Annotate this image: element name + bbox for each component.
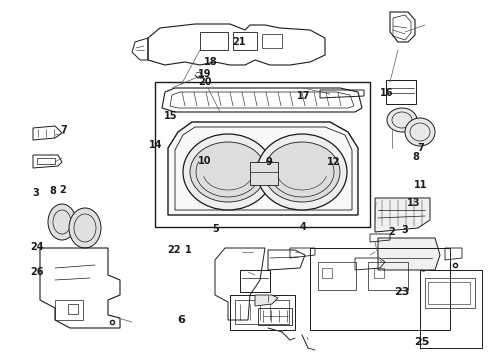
Polygon shape — [255, 295, 278, 306]
Bar — [200, 32, 228, 50]
Bar — [37, 158, 55, 164]
Text: 2: 2 — [389, 227, 395, 237]
Text: 17: 17 — [297, 91, 311, 102]
Text: 26: 26 — [30, 267, 44, 277]
Text: 21: 21 — [232, 37, 246, 48]
Text: 8: 8 — [412, 152, 419, 162]
Bar — [386, 80, 416, 104]
Bar — [318, 262, 356, 290]
Text: 19: 19 — [198, 69, 212, 79]
Bar — [68, 304, 78, 314]
Bar — [235, 300, 289, 324]
Bar — [240, 270, 270, 292]
Bar — [428, 282, 470, 304]
Text: 3: 3 — [32, 188, 39, 198]
Ellipse shape — [69, 208, 101, 248]
Text: 23: 23 — [394, 287, 410, 297]
Text: 1: 1 — [185, 245, 192, 255]
Ellipse shape — [264, 142, 340, 202]
Bar — [374, 268, 384, 278]
Text: 5: 5 — [212, 224, 219, 234]
Ellipse shape — [183, 134, 273, 210]
Text: 14: 14 — [149, 140, 163, 150]
Ellipse shape — [48, 204, 76, 240]
Text: 7: 7 — [417, 143, 424, 153]
Text: 18: 18 — [204, 57, 218, 67]
Polygon shape — [250, 162, 278, 185]
Text: 13: 13 — [407, 198, 421, 208]
Polygon shape — [378, 238, 440, 270]
Bar — [262, 34, 282, 48]
Bar — [425, 278, 475, 308]
Text: 7: 7 — [60, 125, 67, 135]
Text: 2: 2 — [59, 185, 66, 195]
Ellipse shape — [405, 118, 435, 146]
Text: 8: 8 — [49, 186, 56, 196]
Polygon shape — [168, 122, 358, 215]
Bar — [155, 82, 370, 227]
Text: 15: 15 — [164, 111, 177, 121]
Ellipse shape — [257, 134, 347, 210]
Text: 4: 4 — [299, 222, 306, 232]
Polygon shape — [375, 198, 430, 232]
Bar — [368, 262, 408, 290]
Text: 20: 20 — [198, 77, 212, 87]
Text: 22: 22 — [167, 245, 181, 255]
Ellipse shape — [190, 142, 266, 202]
Text: 11: 11 — [414, 180, 427, 190]
Text: 10: 10 — [198, 156, 212, 166]
Text: 6: 6 — [177, 315, 185, 325]
Bar — [233, 32, 257, 50]
Text: 9: 9 — [265, 157, 272, 167]
Text: 25: 25 — [414, 337, 429, 347]
Text: 24: 24 — [30, 242, 44, 252]
Bar — [322, 268, 332, 278]
Ellipse shape — [387, 108, 417, 132]
Text: 3: 3 — [401, 225, 408, 235]
Text: 16: 16 — [380, 88, 394, 98]
Text: 12: 12 — [326, 157, 340, 167]
Bar — [55, 300, 83, 320]
